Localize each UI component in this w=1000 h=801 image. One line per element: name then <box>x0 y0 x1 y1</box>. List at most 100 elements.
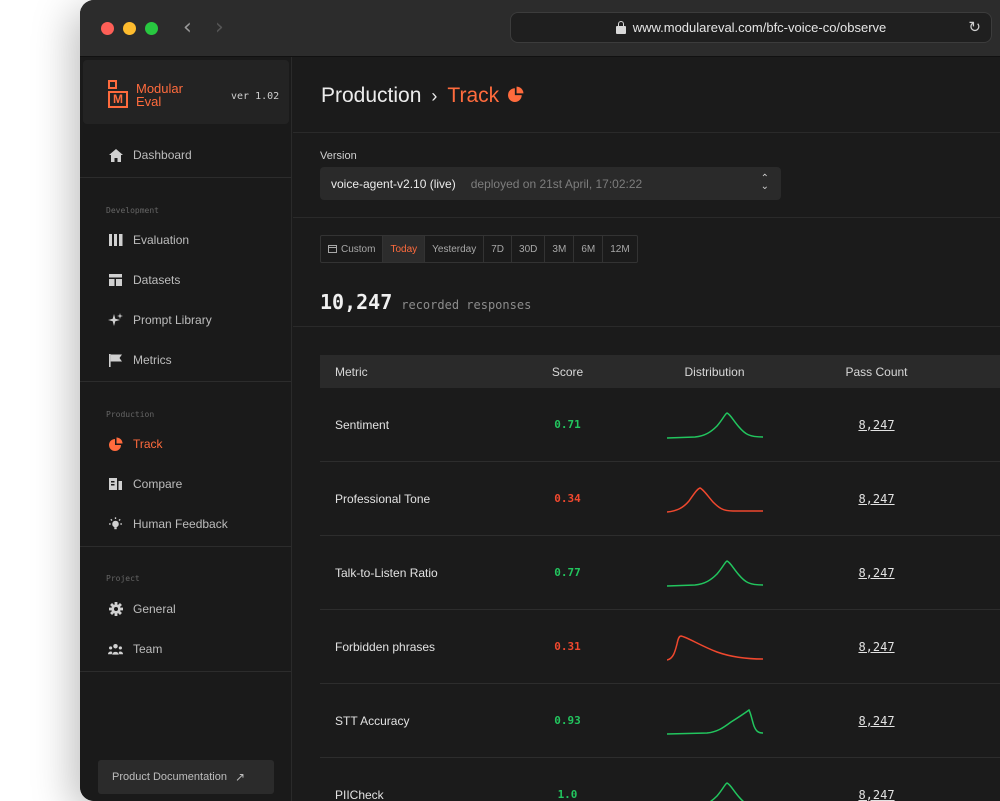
sidebar-item-metrics[interactable]: Metrics <box>80 340 291 380</box>
browser-titlebar: ‹ › www.modulareval.com/bfc-voice-co/obs… <box>80 0 1000 57</box>
breadcrumb-current: Track <box>447 84 500 107</box>
table-row[interactable]: PIICheck 1.0 8,247 <box>320 758 1000 801</box>
table-icon <box>108 273 123 288</box>
range-option-3m[interactable]: 3M <box>545 236 575 262</box>
sidebar-item-datasets[interactable]: Datasets <box>80 260 291 300</box>
table-row[interactable]: Talk-to-Listen Ratio 0.77 8,247 <box>320 536 1000 610</box>
distribution-sparkline <box>600 558 829 588</box>
sidebar-item-general[interactable]: General <box>80 589 291 629</box>
sidebar-item-human-feedback[interactable]: Human Feedback <box>80 504 291 544</box>
range-option-7d[interactable]: 7D <box>484 236 513 262</box>
column-header-metric[interactable]: Metric <box>335 364 368 379</box>
sidebar-item-team[interactable]: Team <box>80 629 291 669</box>
sidebar: M Modular Eval ver 1.02 Dashboard Develo… <box>80 57 292 801</box>
metric-name: Forbidden phrases <box>335 639 436 654</box>
pass-count-link[interactable]: 8,247 <box>858 491 895 506</box>
section-label-production: Production <box>106 410 155 419</box>
pass-count-link[interactable]: 8,247 <box>858 639 895 654</box>
sidebar-item-track[interactable]: Track <box>80 424 291 464</box>
metric-name: Sentiment <box>335 417 390 432</box>
pass-count-link[interactable]: 8,247 <box>858 565 895 580</box>
metric-score: 0.77 <box>554 566 581 579</box>
distribution-sparkline <box>600 632 829 662</box>
pass-count-link[interactable]: 8,247 <box>858 417 895 432</box>
distribution-sparkline <box>600 484 829 514</box>
metric-name: PIICheck <box>335 787 384 801</box>
sidebar-item-compare[interactable]: Compare <box>80 464 291 504</box>
table-row[interactable]: STT Accuracy 0.93 8,247 <box>320 684 1000 758</box>
metric-score: 0.71 <box>554 418 581 431</box>
table-row[interactable]: Sentiment 0.71 8,247 <box>320 388 1000 462</box>
response-summary: 10,247 recorded responses <box>320 290 531 314</box>
metric-name: STT Accuracy <box>335 713 410 728</box>
product-documentation-button[interactable]: Product Documentation ↗ <box>98 760 274 794</box>
browser-window: ‹ › www.modulareval.com/bfc-voice-co/obs… <box>80 0 1000 801</box>
forward-arrow-icon[interactable]: › <box>215 15 224 40</box>
column-header-score[interactable]: Score <box>551 364 584 379</box>
distribution-sparkline <box>600 780 829 801</box>
breadcrumb: Production › Track <box>321 84 524 108</box>
select-chevron-icon: ⌃ ⌄ <box>760 173 769 192</box>
version-tag: ver 1.02 <box>231 91 280 102</box>
calendar-icon <box>328 245 337 253</box>
sparkle-icon <box>108 312 123 328</box>
column-header-pass-count[interactable]: Pass Count <box>845 364 908 379</box>
range-option-30d[interactable]: 30D <box>512 236 546 262</box>
table-header: Metric Score Distribution Pass Count <box>320 355 1000 388</box>
gear-icon <box>108 602 123 617</box>
range-option-12m[interactable]: 12M <box>610 243 630 255</box>
page-header: Production › Track <box>293 57 1000 133</box>
sidebar-item-dashboard[interactable]: Dashboard <box>80 135 291 175</box>
response-count: 10,247 <box>320 290 393 314</box>
divider <box>80 177 291 178</box>
table-row[interactable]: Forbidden phrases 0.31 8,247 <box>320 610 1000 684</box>
divider <box>80 546 291 547</box>
divider <box>293 326 1000 327</box>
divider <box>80 671 291 672</box>
date-range-selector: Custom Today Yesterday 7D 30D 3M 6M 12M <box>320 235 638 263</box>
distribution-sparkline <box>600 706 829 736</box>
range-option-custom[interactable]: Custom <box>321 236 384 262</box>
brand-name: Modular Eval <box>136 81 183 109</box>
zoom-window-button[interactable] <box>145 22 158 35</box>
response-count-label: recorded responses <box>401 298 532 312</box>
brand-block[interactable]: M Modular Eval ver 1.02 <box>83 60 289 124</box>
deployed-timestamp: deployed on 21st April, 17:02:22 <box>470 176 643 191</box>
metric-score: 0.93 <box>554 714 581 727</box>
team-icon <box>108 642 123 657</box>
columns-icon <box>108 233 123 248</box>
flag-icon <box>108 353 123 368</box>
metrics-table: Metric Score Distribution Pass Count Sen… <box>320 355 1000 801</box>
close-window-button[interactable] <box>101 22 114 35</box>
metric-name: Talk-to-Listen Ratio <box>335 565 438 580</box>
section-label-project: Project <box>106 574 140 583</box>
section-label-development: Development <box>106 206 159 215</box>
minimize-window-button[interactable] <box>123 22 136 35</box>
pass-count-link[interactable]: 8,247 <box>858 713 895 728</box>
external-link-icon: ↗ <box>234 770 246 784</box>
range-option-yesterday[interactable]: Yesterday <box>425 236 485 262</box>
version-select[interactable]: voice-agent-v2.10 (live) deployed on 21s… <box>320 167 781 200</box>
sidebar-item-prompt-library[interactable]: Prompt Library <box>80 300 291 340</box>
metric-score: 0.31 <box>554 640 581 653</box>
home-icon <box>108 148 123 163</box>
metric-score: 0.34 <box>554 492 581 505</box>
table-row[interactable]: Professional Tone 0.34 8,247 <box>320 462 1000 536</box>
lock-icon <box>615 20 626 34</box>
version-selected-value: voice-agent-v2.10 (live) <box>331 176 456 191</box>
main-content: Production › Track Version voice-agent-v… <box>293 57 1000 801</box>
breadcrumb-parent[interactable]: Production <box>321 84 422 107</box>
divider <box>80 381 291 382</box>
pie-chart-icon <box>508 84 524 108</box>
metric-score: 1.0 <box>557 788 578 801</box>
sidebar-item-evaluation[interactable]: Evaluation <box>80 220 291 260</box>
lightbulb-icon <box>108 516 123 532</box>
reload-icon[interactable]: ↻ <box>968 18 981 36</box>
pass-count-link[interactable]: 8,247 <box>858 787 895 801</box>
back-arrow-icon[interactable]: ‹ <box>183 15 192 40</box>
metric-name: Professional Tone <box>335 491 431 506</box>
address-bar[interactable]: www.modulareval.com/bfc-voice-co/observe… <box>510 12 992 43</box>
range-option-6m[interactable]: 6M <box>574 236 604 262</box>
distribution-sparkline <box>600 410 829 440</box>
range-option-today[interactable]: Today <box>383 236 426 262</box>
